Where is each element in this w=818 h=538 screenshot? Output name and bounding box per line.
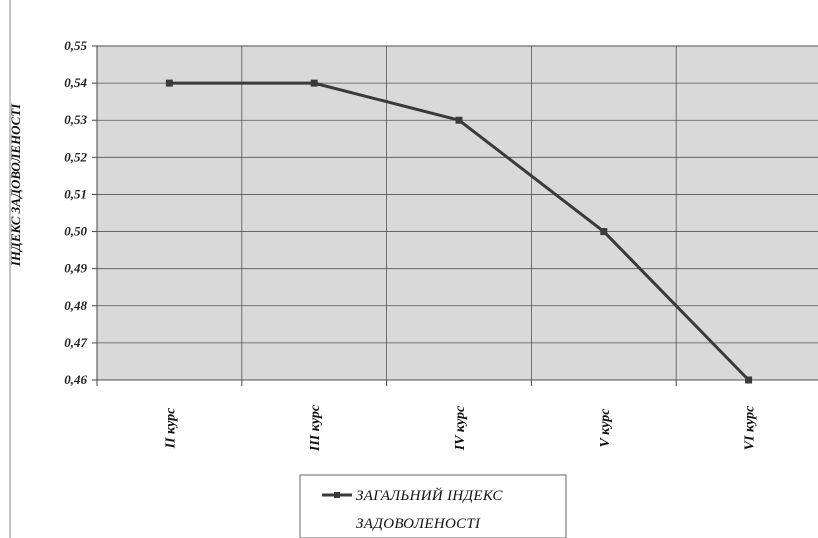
legend-marker-swatch — [334, 492, 340, 498]
x-tick-label: ІІ курс — [163, 407, 178, 450]
y-tick-label: 0,46 — [64, 372, 87, 387]
y-tick-label: 0,50 — [64, 224, 87, 239]
plot-area — [96, 45, 818, 381]
data-point-marker — [455, 116, 463, 124]
data-point-marker — [310, 79, 318, 87]
x-tick-label: V курс — [598, 408, 613, 448]
x-tick-label: ІV курс — [453, 405, 468, 451]
data-point-marker — [745, 376, 753, 384]
legend-label-line-1: ЗАГАЛЬНИЙ ІНДЕКС — [356, 487, 503, 504]
y-tick-label: 0,52 — [64, 149, 87, 164]
y-tick-label: 0,51 — [64, 186, 87, 201]
x-tick-label: ІІІ курс — [308, 404, 323, 452]
y-tick-label: 0,47 — [64, 335, 87, 350]
data-point-marker — [165, 79, 173, 87]
y-axis-label: ІНДЕКС ЗАДОВОЛЕНОСТІ — [8, 103, 23, 267]
legend-label-line-2: ЗАДОВОЛЕНОСТІ — [356, 516, 481, 532]
y-axis-tick-labels: 0,46 0,47 0,48 0,49 0,50 0,51 0,52 0,53 0,54 0,55 — [64, 38, 87, 387]
series-group — [165, 79, 753, 384]
y-tick-label: 0,54 — [64, 75, 87, 90]
data-point-marker — [600, 228, 608, 236]
y-tick-label: 0,48 — [64, 298, 87, 313]
x-tick-label: VІ курс — [743, 405, 758, 450]
x-gridlines — [96, 46, 677, 386]
legend-box — [299, 474, 567, 538]
y-tick-label: 0,49 — [64, 261, 87, 276]
legend: ЗАГАЛЬНИЙ ІНДЕКС ЗАДОВОЛЕНОСТІ — [299, 474, 567, 538]
y-tick-label: 0,53 — [64, 112, 87, 127]
y-gridlines — [92, 45, 818, 381]
y-tick-label: 0,55 — [64, 38, 87, 53]
x-axis-tick-labels: ІІ курс ІІІ курс ІV курс V курс VІ курс — [163, 404, 757, 452]
